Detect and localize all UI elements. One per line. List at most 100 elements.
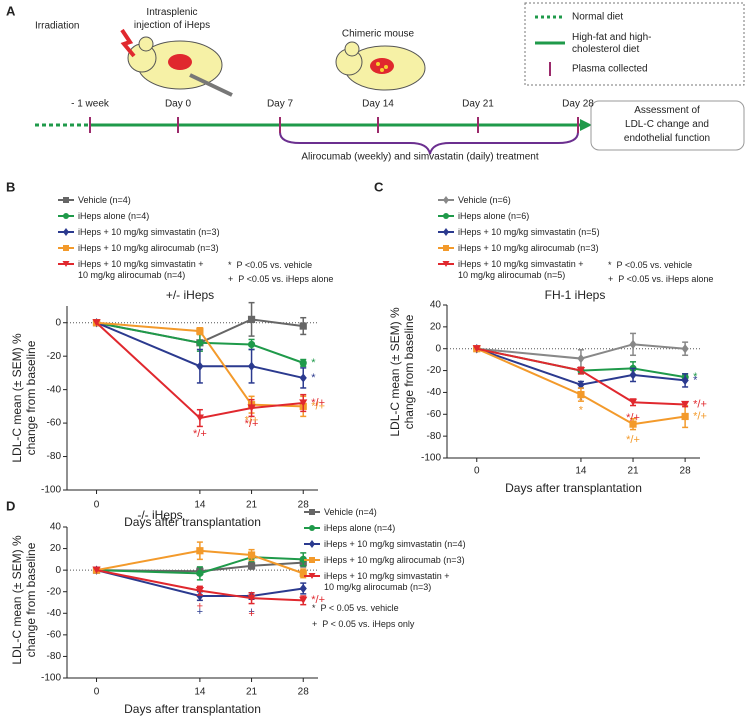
- chart-title: FH-1 iHeps: [545, 288, 606, 302]
- marker: [472, 345, 481, 353]
- panel-label: A: [6, 3, 16, 18]
- legend-item: Vehicle (n=4): [58, 195, 131, 206]
- y-axis-title: LDL-C mean (± SEM) % change from baselin…: [10, 333, 38, 463]
- marker: [247, 315, 256, 323]
- chart-title: +/- iHeps: [166, 288, 214, 302]
- timeline-day: Day 7: [267, 99, 294, 110]
- marker: [63, 228, 69, 236]
- legend-label: iHeps + 10 mg/kg simvastatin + 10 mg/kg …: [324, 571, 450, 592]
- marker: [63, 197, 69, 203]
- significance: *: [311, 357, 316, 369]
- footnote: + P < 0.05 vs. iHeps only: [312, 619, 415, 629]
- marker: [299, 373, 307, 383]
- legend-item: iHeps + 10 mg/kg simvastatin + 10 mg/kg …: [58, 259, 204, 281]
- marker: [299, 399, 308, 407]
- significance: *: [311, 372, 316, 384]
- timeline-arrow: [580, 119, 592, 131]
- y-tick-label: -40: [427, 387, 442, 398]
- y-tick-label: -60: [47, 629, 62, 640]
- legend-item: iHeps + 10 mg/kg simvastatin (n=4): [304, 539, 466, 550]
- x-tick-label: 14: [575, 466, 587, 477]
- marker: [196, 547, 204, 555]
- panel-label: B: [6, 179, 15, 194]
- y-tick-label: -100: [421, 453, 441, 464]
- series-line: [476, 347, 686, 406]
- significance: *: [579, 405, 584, 417]
- significance: */+: [693, 398, 707, 410]
- significance: */+: [311, 397, 325, 409]
- marker: [247, 562, 256, 570]
- timeline-day: Day 0: [165, 99, 192, 110]
- significance: +: [197, 606, 203, 618]
- legend-swatch: [438, 196, 454, 204]
- x-tick-label: 14: [194, 687, 206, 698]
- y-tick-label: 0: [435, 343, 441, 354]
- legend-label: iHeps alone (n=4): [78, 211, 150, 221]
- y-tick-label: -80: [427, 431, 442, 442]
- marker: [443, 196, 449, 204]
- x-tick-label: 21: [627, 466, 639, 477]
- legend-label: Normal diet: [572, 12, 623, 23]
- series-line: [476, 347, 686, 426]
- legend-item: iHeps + 10 mg/kg simvastatin (n=5): [438, 227, 600, 238]
- x-tick-label: 0: [94, 687, 100, 698]
- series-line: [96, 569, 304, 602]
- legend-swatch: [438, 245, 454, 251]
- y-tick-label: -20: [427, 365, 442, 376]
- legend-label: iHeps + 10 mg/kg simvastatin + 10 mg/kg …: [458, 259, 584, 280]
- marker: [308, 573, 316, 579]
- significance: +: [248, 606, 254, 618]
- x-tick-label: 28: [298, 500, 310, 511]
- y-tick-label: -20: [47, 586, 62, 597]
- x-tick-label: 0: [474, 466, 480, 477]
- significance: */+: [193, 428, 207, 440]
- marker: [629, 339, 637, 349]
- chart-title: -/- iHeps: [137, 508, 182, 522]
- y-tick-label: -20: [47, 351, 62, 362]
- marker: [309, 525, 315, 531]
- marker: [681, 400, 690, 409]
- annotation: Irradiation: [35, 21, 79, 32]
- x-tick-label: 28: [680, 466, 692, 477]
- x-tick-label: 14: [194, 500, 206, 511]
- panel-label: C: [374, 179, 384, 194]
- annotation: Alirocumab (weekly) and simvastatin (dai…: [301, 152, 539, 163]
- legend-swatch: [304, 540, 320, 548]
- legend-swatch: [438, 228, 454, 236]
- marker: [299, 359, 307, 367]
- assessment-text: Assessment of LDL-C change and endotheli…: [623, 105, 711, 144]
- legend-swatch: [58, 228, 74, 236]
- x-axis-title: Days after transplantation: [505, 481, 642, 495]
- marker: [629, 420, 637, 428]
- legend-swatch: [58, 261, 74, 267]
- legend-label: iHeps + 10 mg/kg simvastatin (n=3): [78, 227, 220, 237]
- legend-label: iHeps + 10 mg/kg alirocumab (n=3): [458, 243, 599, 253]
- y-tick-label: -60: [427, 409, 442, 420]
- series-line: [96, 556, 304, 575]
- legend-item: iHeps + 10 mg/kg simvastatin + 10 mg/kg …: [438, 259, 584, 281]
- legend-item: iHeps + 10 mg/kg simvastatin + 10 mg/kg …: [304, 571, 450, 593]
- treatment-brace: [279, 131, 579, 155]
- x-axis-title: Days after transplantation: [124, 515, 261, 529]
- footnote: * P < 0.05 vs. vehicle: [312, 603, 399, 613]
- significance: */+: [693, 410, 707, 422]
- significance: +: [248, 608, 254, 620]
- significance: *: [693, 371, 698, 383]
- x-tick-label: 21: [246, 500, 258, 511]
- legend-item: Vehicle (n=4): [304, 507, 377, 518]
- significance: */+: [626, 412, 640, 424]
- legend-label: iHeps + 10 mg/kg simvastatin (n=5): [458, 227, 600, 237]
- legend-swatch: [304, 509, 320, 515]
- legend-item: iHeps alone (n=4): [304, 523, 395, 534]
- footnote: * P <0.05 vs. vehicle: [608, 260, 693, 270]
- marker: [196, 569, 204, 577]
- marker: [577, 353, 585, 364]
- x-tick-label: 0: [94, 500, 100, 511]
- legend-swatch: [304, 557, 320, 563]
- marker: [63, 213, 69, 219]
- y-tick-label: -60: [47, 418, 62, 429]
- legend-swatch: [438, 213, 454, 219]
- legend-item: iHeps + 10 mg/kg simvastatin (n=3): [58, 227, 220, 238]
- marker: [247, 404, 256, 412]
